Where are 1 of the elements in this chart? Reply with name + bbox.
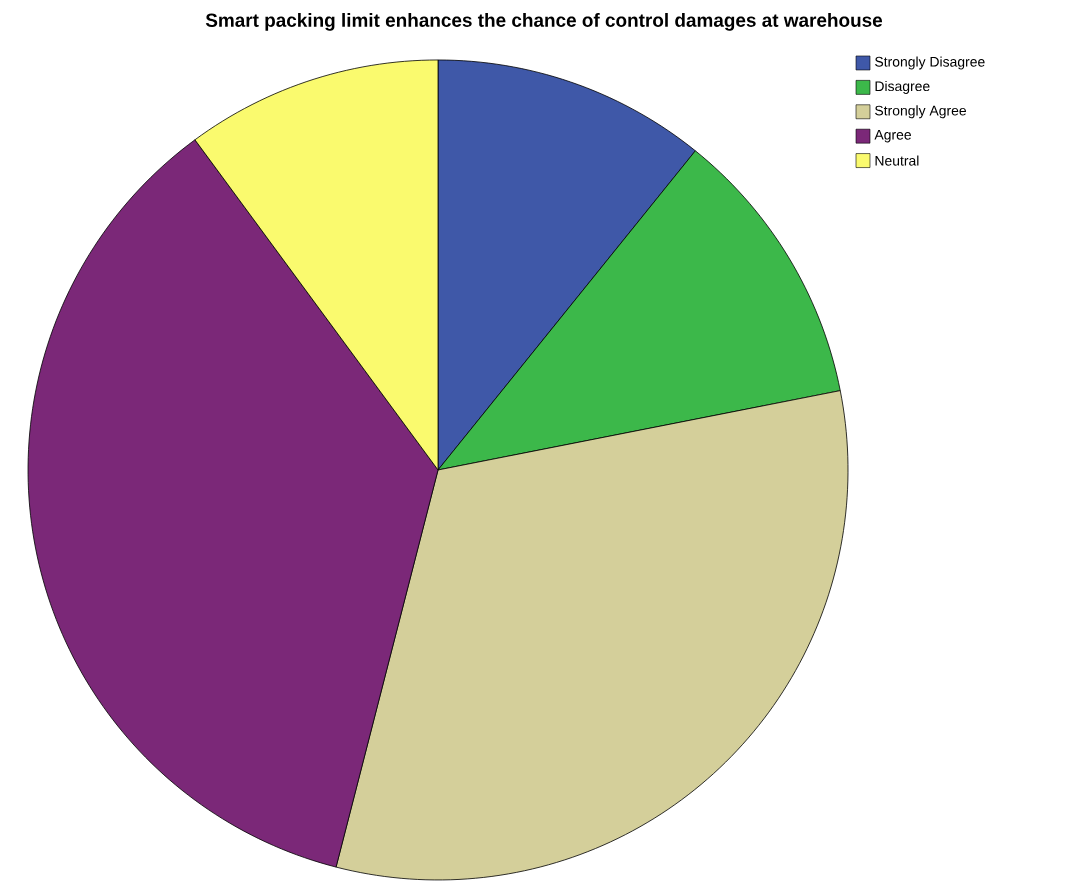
chart-title: Smart packing limit enhances the chance of control damages at warehouse bbox=[205, 13, 883, 31]
